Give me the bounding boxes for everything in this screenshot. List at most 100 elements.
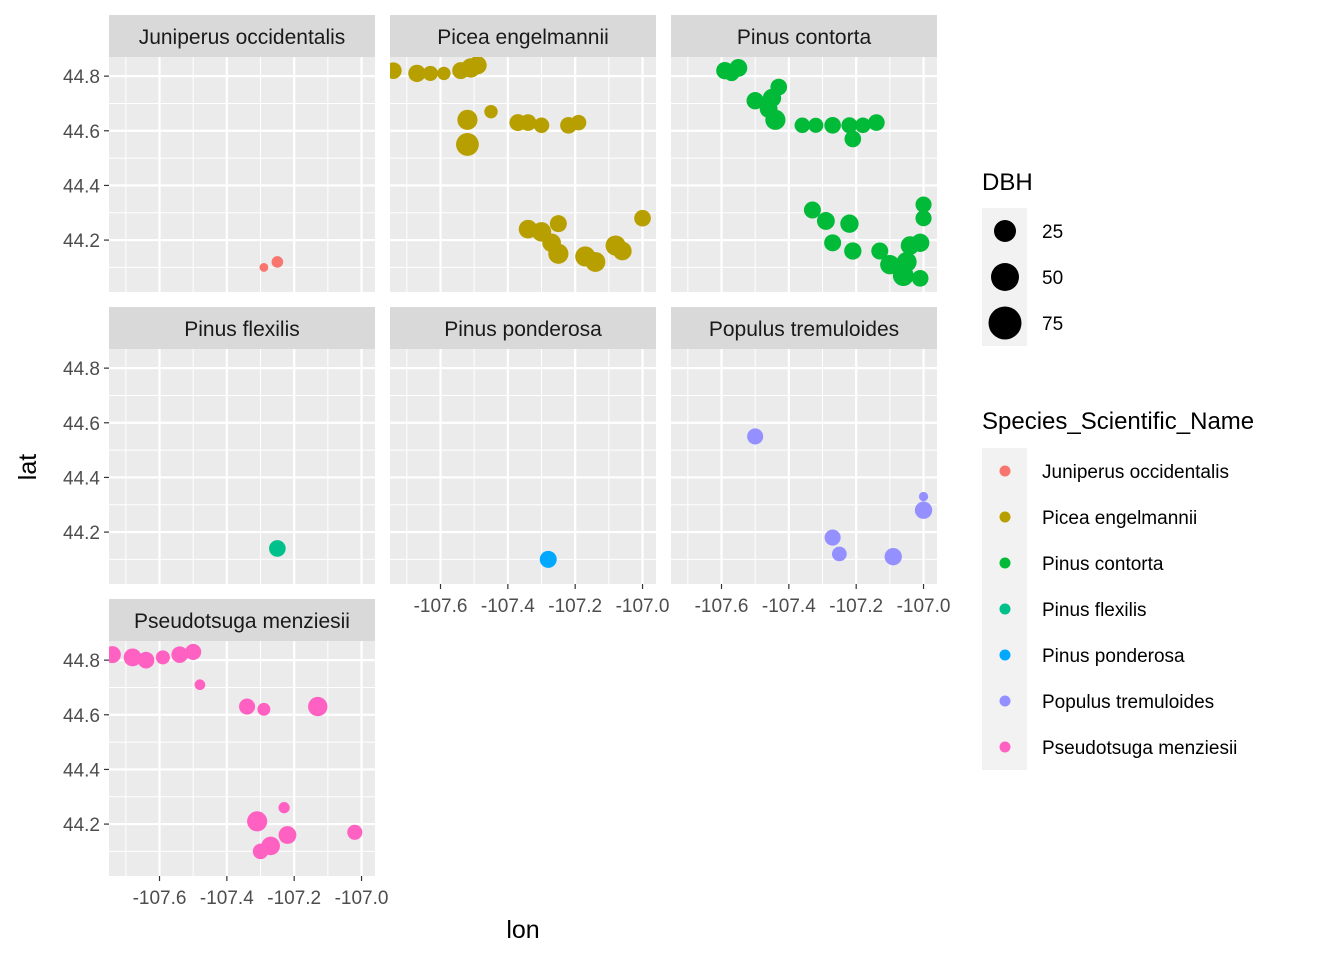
x-axis-label: lon bbox=[506, 916, 539, 944]
points-pseudotsuga-menziesii bbox=[109, 643, 363, 860]
data-point bbox=[456, 133, 479, 156]
panel-background bbox=[390, 349, 656, 584]
color-legend-label: Pseudotsuga menziesii bbox=[1042, 738, 1237, 759]
data-point bbox=[844, 130, 862, 148]
data-point bbox=[239, 698, 256, 715]
y-tick-label: 44.2 bbox=[63, 523, 100, 544]
size-legend-key bbox=[988, 306, 1022, 340]
data-point bbox=[408, 64, 426, 83]
size-legend-key bbox=[994, 220, 1016, 242]
color-legend: Species_Scientific_Name Juniperus occide… bbox=[982, 408, 1254, 770]
x-tick-label: -107.4 bbox=[762, 596, 816, 617]
color-legend-key bbox=[999, 557, 1011, 569]
data-point bbox=[347, 824, 363, 840]
color-legend-key bbox=[999, 465, 1011, 477]
data-point bbox=[841, 117, 858, 134]
data-point bbox=[109, 646, 121, 664]
y-axes: 44.2 44.4 44.6 44.8 44.2 44.4 44.6 44.8 44.2 44.4… bbox=[63, 67, 109, 836]
data-point bbox=[840, 214, 859, 233]
color-legend-key bbox=[999, 511, 1011, 523]
facet-strip-label: Pinus flexilis bbox=[184, 318, 300, 341]
facet-pinus-flexilis: Pinus flexilis bbox=[109, 307, 375, 584]
data-point bbox=[278, 802, 290, 814]
y-tick-label: 44.8 bbox=[63, 359, 100, 380]
x-tick-label: -107.0 bbox=[897, 596, 951, 617]
x-tick-label: -107.0 bbox=[616, 596, 670, 617]
data-point bbox=[585, 252, 606, 272]
color-legend-label: Pinus ponderosa bbox=[1042, 646, 1185, 667]
size-legend-items: 25 50 75 bbox=[982, 208, 1063, 346]
data-point bbox=[844, 242, 862, 260]
y-axis-juniperus-occidentalis: 44.2 44.4 44.6 44.8 bbox=[63, 67, 109, 252]
facet-juniperus-occidentalis: Juniperus occidentalis bbox=[109, 15, 375, 292]
data-point bbox=[816, 212, 835, 230]
y-tick-label: 44.4 bbox=[63, 760, 100, 781]
x-tick-label: -107.0 bbox=[335, 888, 389, 909]
color-legend-title: Species_Scientific_Name bbox=[982, 408, 1254, 435]
color-legend-label: Populus tremuloides bbox=[1042, 692, 1214, 713]
x-tick-label: -107.2 bbox=[829, 596, 883, 617]
data-point bbox=[308, 696, 328, 717]
y-tick-label: 44.4 bbox=[63, 468, 100, 489]
size-legend-label: 50 bbox=[1042, 268, 1063, 289]
x-tick-label: -107.4 bbox=[200, 888, 254, 909]
facet-strip bbox=[109, 307, 375, 349]
points-pinus-contorta bbox=[716, 59, 932, 287]
facet-strip-label: Pinus ponderosa bbox=[444, 318, 602, 341]
size-legend-label: 75 bbox=[1042, 314, 1063, 335]
y-tick-label: 44.8 bbox=[63, 67, 100, 88]
x-tick-label: -107.6 bbox=[133, 888, 187, 909]
data-point bbox=[770, 78, 788, 96]
data-point bbox=[808, 117, 824, 133]
data-point bbox=[914, 501, 933, 519]
data-point bbox=[613, 241, 632, 261]
data-point bbox=[123, 648, 142, 667]
data-point bbox=[723, 65, 740, 82]
y-tick-label: 44.6 bbox=[63, 414, 100, 435]
data-point bbox=[915, 196, 932, 213]
data-point bbox=[831, 546, 847, 562]
panel-grid bbox=[671, 57, 937, 292]
x-axes: -107.6 -107.4 -107.2 -107.0 -107.6 -107.4 -107… bbox=[133, 584, 951, 909]
data-point bbox=[570, 114, 587, 131]
data-point bbox=[533, 117, 550, 134]
x-tick-label: -107.2 bbox=[267, 888, 321, 909]
data-point bbox=[257, 702, 271, 716]
panel-background bbox=[671, 349, 937, 584]
facet-strip bbox=[671, 307, 937, 349]
color-legend-key bbox=[999, 695, 1011, 707]
facet-strip-label: Pinus contorta bbox=[737, 26, 872, 49]
data-point bbox=[868, 114, 885, 131]
data-point bbox=[747, 428, 764, 445]
points-pinus-flexilis bbox=[269, 540, 286, 557]
data-point bbox=[884, 548, 902, 566]
data-point bbox=[390, 62, 402, 79]
y-axis-pinus-flexilis: 44.2 44.4 44.6 44.8 bbox=[63, 359, 109, 544]
facet-pseudotsuga-menziesii: Pseudotsuga menziesii bbox=[109, 599, 375, 876]
data-point bbox=[794, 117, 811, 134]
size-legend: DBH 25 50 75 bbox=[982, 169, 1063, 346]
panel-grid bbox=[109, 57, 375, 292]
data-point bbox=[185, 643, 202, 660]
y-tick-label: 44.8 bbox=[63, 651, 100, 672]
facet-strip bbox=[390, 307, 656, 349]
data-point bbox=[171, 646, 189, 663]
panel-background bbox=[671, 57, 937, 292]
data-point bbox=[746, 92, 764, 110]
x-tick-label: -107.4 bbox=[481, 596, 535, 617]
points-populus-tremuloides bbox=[747, 428, 933, 566]
data-point bbox=[896, 252, 917, 272]
y-axis-pseudotsuga-menziesii: 44.2 44.4 44.6 44.8 bbox=[63, 651, 109, 836]
data-point bbox=[824, 116, 841, 134]
color-legend-label: Picea engelmannii bbox=[1042, 508, 1197, 529]
data-point bbox=[278, 826, 297, 844]
data-point bbox=[194, 679, 206, 691]
panel-grid bbox=[109, 349, 375, 584]
data-point bbox=[765, 109, 786, 130]
data-point bbox=[634, 209, 651, 227]
data-point bbox=[548, 243, 569, 264]
facet-strip-label: Juniperus occidentalis bbox=[139, 26, 346, 49]
facet-pinus-ponderosa: Pinus ponderosa bbox=[390, 307, 656, 584]
x-tick-label: -107.6 bbox=[414, 596, 468, 617]
